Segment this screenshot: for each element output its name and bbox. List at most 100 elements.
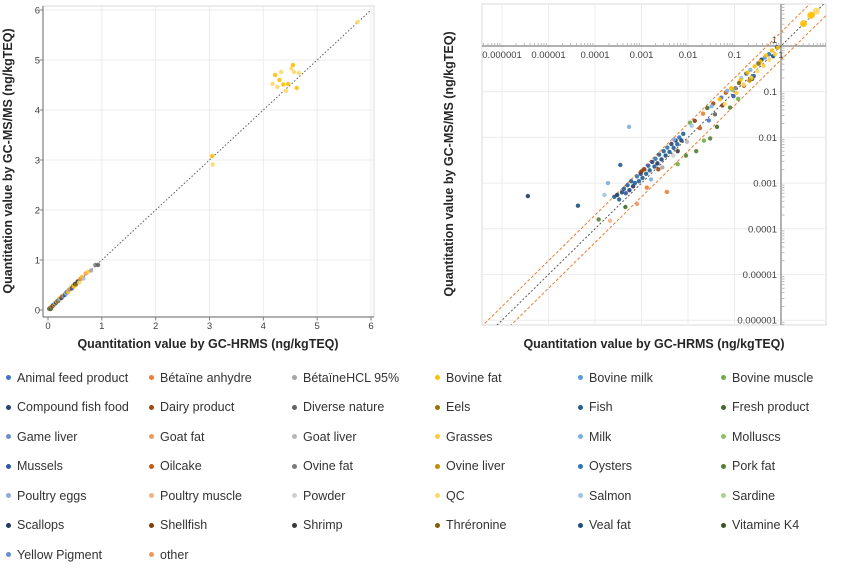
data-point: [664, 189, 669, 195]
data-point: [77, 280, 82, 285]
legend-item: Sardine: [721, 489, 864, 503]
data-point: [647, 168, 652, 173]
log-scatter-plot: 0.000001 0.00001 0.0001 0.001 0.01 0.1 11 0.1 0.…: [481, 3, 827, 327]
legend-item: Compound fish food: [6, 400, 149, 414]
legend-item: Game liver: [6, 430, 149, 444]
data-point: [727, 105, 733, 110]
data-point: [607, 218, 613, 223]
data-point: [650, 159, 655, 165]
legend-item: Shellfish: [149, 518, 292, 532]
legend-marker-icon: [292, 463, 297, 469]
legend-label: Oilcake: [160, 459, 202, 474]
data-point: [707, 136, 713, 141]
data-point: [88, 268, 94, 273]
legend-marker-icon: [721, 463, 726, 469]
tick-label: 5: [315, 321, 320, 332]
data-point: [807, 11, 815, 19]
tick-label: 0.000001: [482, 50, 522, 61]
data-point: [281, 82, 286, 87]
legend-marker-icon: [435, 434, 440, 440]
data-point: [731, 93, 736, 99]
data-point: [596, 217, 601, 222]
legend-item: Bovine milk: [578, 371, 721, 385]
plot-border: [481, 3, 827, 326]
legend-label: Thréronine: [446, 518, 507, 533]
legend-label: Ovine liver: [446, 459, 506, 474]
legend-label: Bovine milk: [589, 370, 653, 385]
data-point: [634, 174, 640, 179]
legend-item: Grasses: [435, 430, 578, 444]
data-point: [272, 72, 278, 78]
data-point: [296, 70, 302, 76]
legend: Animal feed product Bétaïne anhydre Bétaïn…: [6, 363, 866, 570]
legend-item: Poultry muscle: [149, 489, 292, 503]
legend-marker-icon: [578, 404, 583, 410]
legend-marker-icon: [6, 493, 11, 499]
data-point: [634, 201, 640, 207]
data-point: [653, 156, 658, 162]
data-point: [614, 192, 620, 198]
data-point: [769, 48, 775, 53]
data-point: [294, 85, 299, 91]
tick-label: 0: [35, 306, 40, 317]
legend-item: Animal feed product: [6, 371, 149, 385]
data-point: [755, 69, 760, 74]
data-point: [700, 111, 706, 116]
data-point: [636, 179, 642, 184]
tick-label: 0.001: [630, 50, 654, 61]
data-points: [525, 7, 820, 223]
data-point: [671, 137, 677, 142]
legend-label: Shrimp: [303, 518, 343, 533]
legend-item: Mussels: [6, 459, 149, 473]
tick-label: 0.00001: [743, 270, 777, 281]
data-point: [679, 138, 684, 143]
data-point: [628, 179, 634, 184]
data-point: [767, 57, 772, 62]
legend-marker-icon: [292, 493, 297, 499]
minor-log-ticks: [483, 4, 826, 326]
legend-item: Eels: [435, 400, 578, 414]
data-point: [745, 70, 750, 75]
right-y-axis-title: Quantitation value by GC-MS/MS (ng/kgTEQ…: [442, 31, 456, 296]
legend-label: Game liver: [17, 429, 78, 444]
data-point: [734, 90, 739, 96]
data-point: [525, 193, 531, 199]
data-point: [681, 131, 686, 136]
data-point: [772, 52, 778, 57]
legend-marker-icon: [149, 493, 154, 499]
data-point: [355, 19, 360, 25]
legend-marker-icon: [6, 463, 11, 469]
legend-item: Dairy product: [149, 400, 292, 414]
legend-marker-icon: [721, 375, 726, 381]
left-y-axis-title: Quantitation value by GC-MS/MS (ng/kgTEQ…: [1, 28, 15, 293]
tick-label: 3: [35, 156, 40, 167]
data-point: [729, 85, 734, 91]
data-point: [643, 171, 649, 176]
data-point: [667, 149, 672, 155]
tick-label: 2: [153, 321, 158, 332]
legend-marker-icon: [6, 375, 11, 381]
legend-marker-icon: [578, 375, 583, 381]
data-point: [646, 163, 651, 168]
legend-label: Scallops: [17, 518, 65, 533]
data-point: [697, 125, 703, 131]
legend-marker-icon: [721, 434, 726, 440]
legend-label: Sardine: [732, 488, 776, 503]
data-point: [701, 138, 707, 143]
gridlines: [43, 6, 374, 317]
tick-label: 1: [35, 256, 40, 267]
legend-item: Ovine fat: [292, 459, 435, 473]
data-point: [640, 175, 645, 181]
data-point: [278, 69, 284, 75]
legend-label: Vitamine K4: [732, 518, 800, 533]
tick-label: 4: [35, 106, 40, 117]
legend-label: other: [160, 547, 189, 562]
legend-marker-icon: [149, 522, 154, 528]
tick-label: 0.0001: [580, 50, 609, 61]
data-point: [665, 145, 670, 150]
tick-label: 0.001: [753, 179, 777, 190]
tick-label: 0.01: [679, 50, 698, 61]
legend-item: Molluscs: [721, 430, 864, 444]
legend-marker-icon: [721, 404, 726, 410]
legend-label: Ovine fat: [303, 459, 354, 474]
